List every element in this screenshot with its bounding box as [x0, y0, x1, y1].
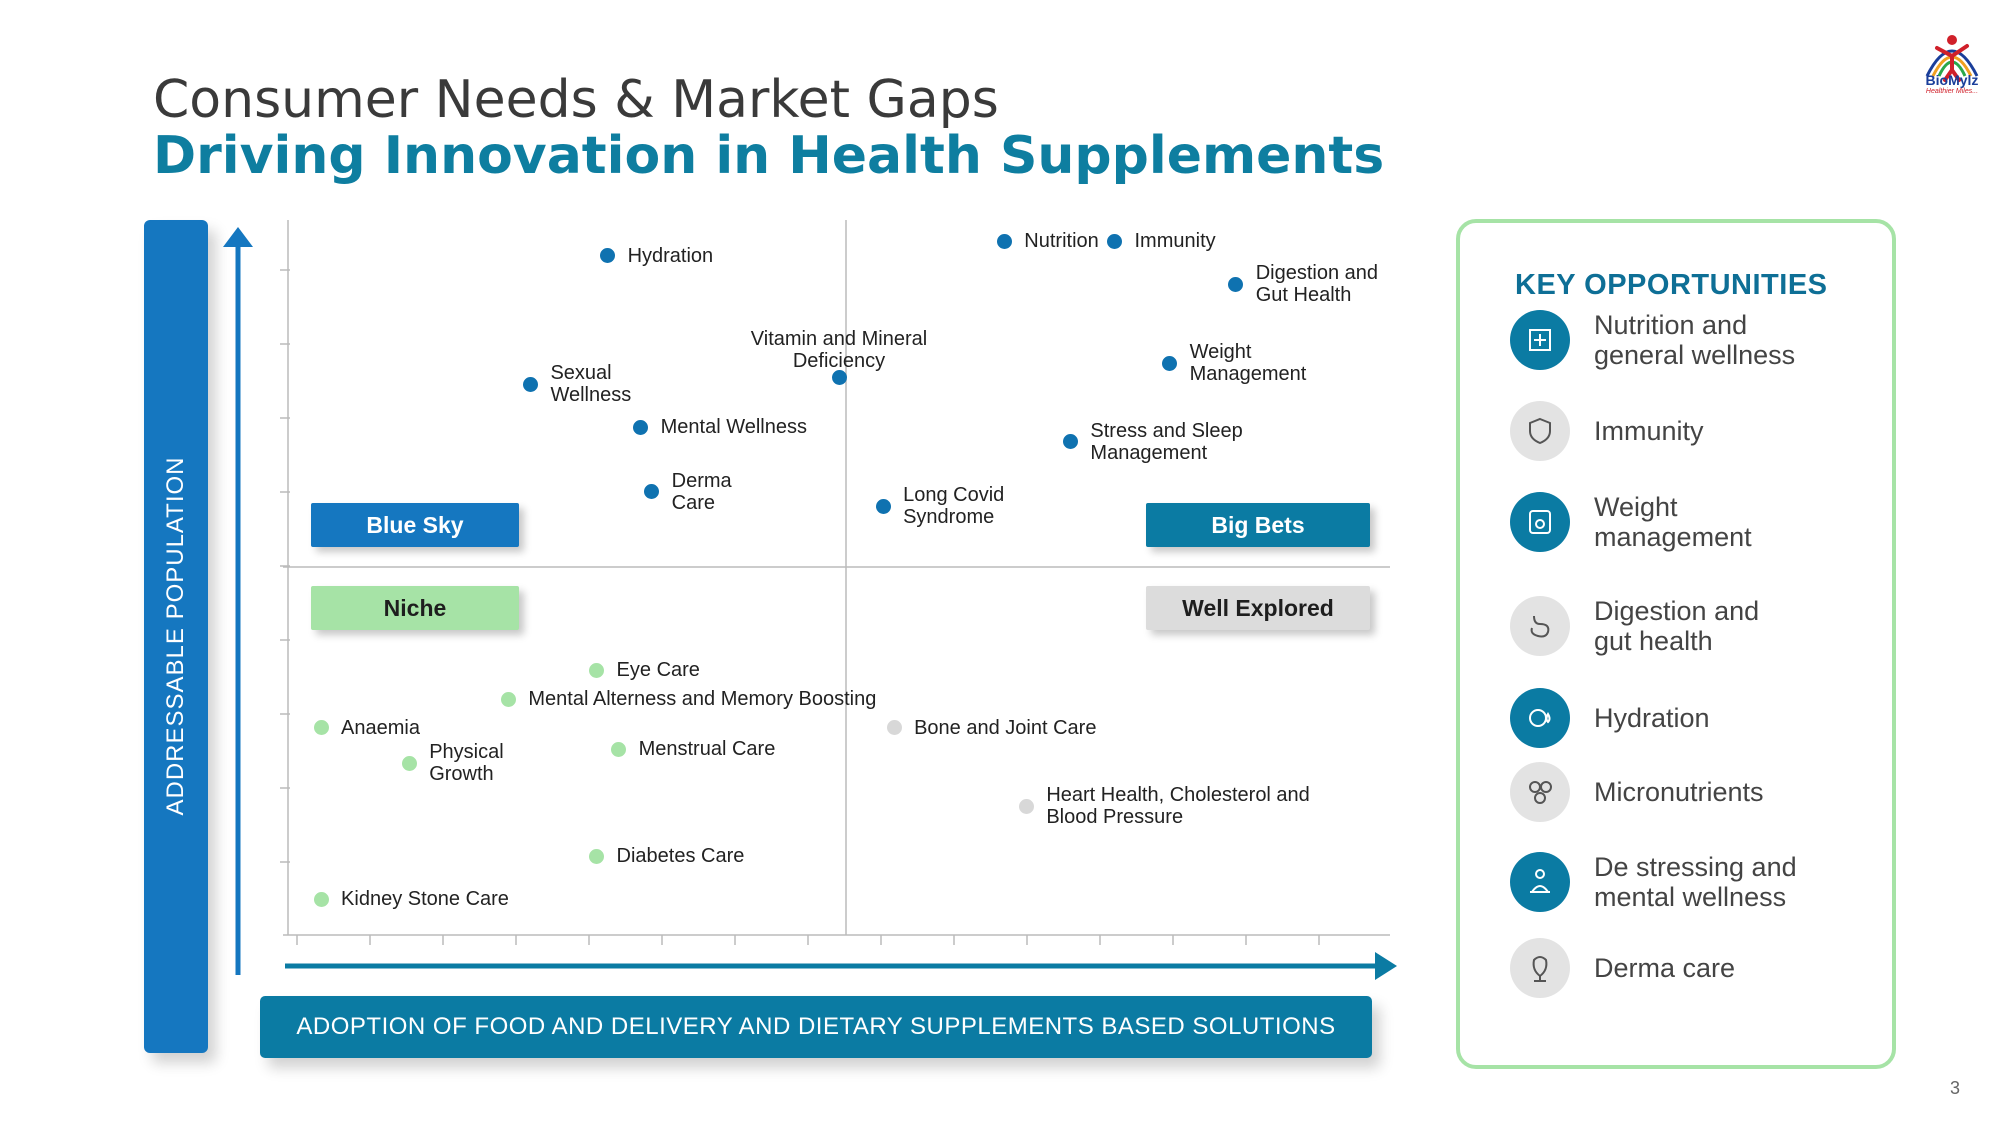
face-icon — [1510, 938, 1570, 998]
quadrant-well-explored: Well Explored — [1146, 586, 1370, 630]
key-opportunity-label: Nutrition and general wellness — [1594, 310, 1795, 370]
key-opportunity-label-line: Weight — [1594, 492, 1678, 522]
key-opportunity-label: Micronutrients — [1594, 777, 1764, 807]
page-subtitle: Driving Innovation in Health Supplements — [153, 126, 1385, 186]
page-number: 3 — [1950, 1078, 1961, 1098]
minerals-icon — [1510, 762, 1570, 822]
key-opportunity-label-line: management — [1594, 522, 1752, 552]
quadrant-niche: Niche — [311, 586, 519, 630]
biomylz-logo — [1925, 35, 1979, 82]
key-opportunity-label-line: gut health — [1594, 626, 1713, 656]
page-title: Consumer Needs & Market Gaps — [153, 70, 999, 130]
y-axis-arrow — [223, 227, 253, 975]
logo-tagline: Healthier Miles... — [1925, 88, 1979, 95]
key-opportunity-label-line: Immunity — [1594, 416, 1704, 446]
axis-ticks — [280, 269, 1320, 945]
quadrant-blue-sky: Blue Sky — [311, 503, 519, 547]
key-opportunity-label: Weight management — [1594, 492, 1752, 552]
scale-icon — [1510, 492, 1570, 552]
key-opportunity-label-line: mental wellness — [1594, 882, 1787, 912]
quadrant-big-bets: Big Bets — [1146, 503, 1370, 547]
key-opportunity-label-line: Digestion and — [1594, 596, 1760, 626]
key-opportunity-label-line: general wellness — [1594, 340, 1796, 370]
key-opportunity-label: Derma care — [1594, 953, 1735, 983]
key-opportunity-label-line: Derma care — [1594, 953, 1736, 983]
key-opportunity-label-line: Hydration — [1594, 703, 1710, 733]
meditation-icon — [1510, 852, 1570, 912]
key-opportunity-label: Digestion and gut health — [1594, 596, 1759, 656]
stomach-icon — [1510, 596, 1570, 656]
hydration-icon — [1510, 688, 1570, 748]
logo-text: BioMylz — [1925, 72, 1979, 88]
key-opportunity-label: Hydration — [1594, 703, 1710, 733]
key-opportunities-title: KEY OPPORTUNITIES — [1515, 269, 1828, 301]
key-opportunity-label-line: Nutrition and — [1594, 310, 1748, 340]
x-axis-arrow — [285, 952, 1397, 980]
key-opportunity-label: Immunity — [1594, 416, 1704, 446]
nutrition-icon — [1510, 310, 1570, 370]
y-axis-bar — [144, 220, 208, 1053]
key-opportunity-label-line: De stressing and — [1594, 852, 1797, 882]
key-opportunity-label: De stressing and mental wellness — [1594, 852, 1797, 912]
shield-icon — [1510, 401, 1570, 461]
x-axis-bar: ADOPTION OF FOOD AND DELIVERY AND DIETAR… — [260, 996, 1372, 1058]
key-opportunity-label-line: Micronutrients — [1594, 777, 1764, 807]
